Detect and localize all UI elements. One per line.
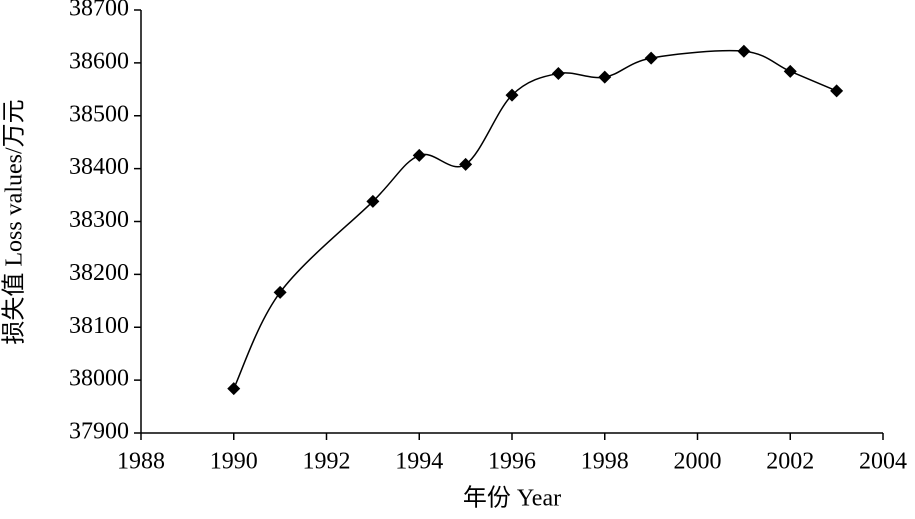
- marker: [273, 285, 287, 299]
- marker: [505, 88, 519, 102]
- marker: [551, 66, 565, 80]
- marker: [227, 382, 241, 396]
- y-tick-label: 38600: [69, 48, 129, 74]
- y-tick-label: 38500: [69, 101, 129, 127]
- x-tick-label: 1988: [117, 449, 165, 475]
- y-tick-label: 38700: [69, 0, 129, 22]
- marker: [598, 70, 612, 84]
- x-tick-label: 2004: [859, 449, 907, 475]
- x-axis-label: 年份 Year: [463, 485, 561, 512]
- marker: [783, 64, 797, 78]
- x-tick-label: 2000: [674, 449, 722, 475]
- marker: [412, 148, 426, 162]
- marker: [830, 84, 844, 98]
- marker: [459, 157, 473, 171]
- x-tick-label: 1994: [395, 449, 443, 475]
- y-tick-label: 38400: [69, 154, 129, 180]
- y-tick-label: 37900: [69, 419, 129, 445]
- x-tick-label: 1990: [210, 449, 258, 475]
- x-tick-label: 1992: [303, 449, 351, 475]
- x-tick-label: 1996: [488, 449, 536, 475]
- y-tick-label: 38200: [69, 260, 129, 286]
- marker: [366, 194, 380, 208]
- y-tick-label: 38000: [69, 366, 129, 392]
- marker: [737, 44, 751, 58]
- line: [233, 49, 837, 389]
- x-tick-label: 2002: [766, 449, 814, 475]
- marker: [644, 51, 658, 65]
- y-axis-label: 损失值 Loss values/万元: [1, 99, 28, 344]
- y-tick-label: 38300: [69, 207, 129, 233]
- x-tick-label: 1998: [581, 449, 629, 475]
- y-tick-label: 38100: [69, 313, 129, 339]
